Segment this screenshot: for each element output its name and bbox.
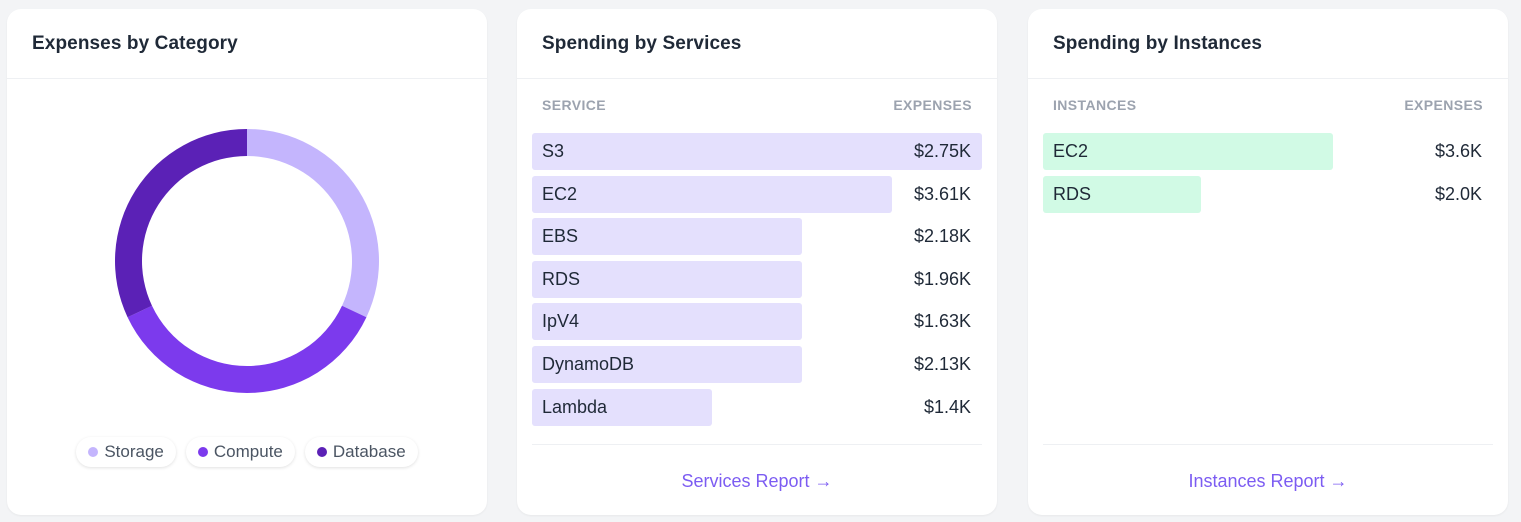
- column-headers: INSTANCES EXPENSES: [1053, 97, 1483, 113]
- list-item[interactable]: EC2 $3.6K: [1043, 133, 1493, 170]
- bar-fill: [1043, 175, 1201, 213]
- list-item[interactable]: S3 $2.75K: [532, 133, 982, 170]
- row-label: S3: [542, 141, 565, 161]
- row-label: IpV4: [542, 311, 580, 332]
- list-item[interactable]: EBS $2.18K: [532, 218, 982, 256]
- column-header-expenses: EXPENSES: [1404, 97, 1483, 113]
- spending-by-instances-card: Spending by Instances INSTANCES EXPENSES…: [1028, 9, 1508, 515]
- legend-dot-storage: [88, 447, 99, 457]
- bar-fill: [532, 345, 802, 383]
- card-header: Expenses by Category: [7, 9, 487, 79]
- row-label: RDS: [1053, 183, 1092, 204]
- row-value: $1.4K: [923, 396, 971, 417]
- column-header-service: SERVICE: [542, 97, 607, 113]
- row-value: $1.96K: [913, 268, 971, 289]
- card-header: Spending by Instances: [1028, 9, 1508, 79]
- bar-fill: [532, 218, 802, 256]
- card-title: Spending by Instances: [1053, 33, 1263, 54]
- card-title: Spending by Services: [542, 33, 742, 54]
- row-label: EBS: [542, 226, 579, 247]
- legend-item-compute[interactable]: Compute: [185, 437, 295, 467]
- legend-item-database[interactable]: Database: [304, 437, 418, 467]
- divider: [1043, 444, 1493, 445]
- legend-dot-compute: [197, 447, 208, 457]
- legend-label: Storage: [104, 442, 164, 461]
- chart-legend: Storage Compute Database: [7, 437, 487, 467]
- row-label: Lambda: [542, 396, 608, 417]
- donut-chart-svg: [114, 129, 379, 393]
- list-item[interactable]: DynamoDB $2.13K: [532, 345, 982, 383]
- column-header-expenses: EXPENSES: [893, 97, 972, 113]
- legend-item-storage[interactable]: Storage: [76, 437, 176, 467]
- bar-fill: [532, 260, 802, 298]
- donut-slice-compute[interactable]: [127, 305, 367, 393]
- card-header: Spending by Services: [517, 9, 997, 79]
- donut-slice-database[interactable]: [114, 129, 247, 318]
- row-value: $2.13K: [913, 353, 971, 374]
- bar-fill: [1043, 133, 1334, 170]
- bar-fill: [532, 133, 982, 170]
- services-report-link[interactable]: Services Report →: [681, 471, 833, 491]
- row-value: $3.61K: [913, 183, 971, 204]
- list-item[interactable]: IpV4 $1.63K: [532, 303, 982, 341]
- card-title: Expenses by Category: [32, 33, 238, 54]
- row-label: EC2: [542, 183, 578, 204]
- row-label: EC2: [1053, 141, 1089, 161]
- list-item[interactable]: Lambda $1.4K: [532, 388, 982, 426]
- legend-label: Compute: [213, 442, 283, 461]
- list-item[interactable]: RDS $1.96K: [532, 260, 982, 298]
- spending-by-services-card: Spending by Services SERVICE EXPENSES S3…: [517, 9, 997, 515]
- bar-fill: [532, 388, 712, 426]
- bar-fill: [532, 303, 802, 341]
- list-item[interactable]: RDS $2.0K: [1043, 175, 1493, 213]
- row-label: RDS: [542, 268, 581, 289]
- row-label: DynamoDB: [542, 353, 635, 374]
- divider: [532, 444, 982, 445]
- row-value: $3.6K: [1434, 141, 1482, 161]
- legend-dot-database: [316, 447, 327, 457]
- column-headers: SERVICE EXPENSES: [542, 97, 972, 113]
- bar-fill: [532, 175, 892, 213]
- donut-chart: [7, 79, 487, 419]
- legend-label: Database: [332, 442, 406, 461]
- list-item[interactable]: EC2 $3.61K: [532, 175, 982, 213]
- services-list: S3 $2.75K EC2 $3.61K EBS $2.18K RDS $1.9…: [532, 133, 982, 431]
- expenses-by-category-card: Expenses by Category Storage Compute Dat…: [7, 9, 487, 515]
- row-value: $1.63K: [913, 311, 971, 332]
- instances-list: EC2 $3.6K RDS $2.0K: [1043, 133, 1493, 218]
- instances-report-link[interactable]: Instances Report →: [1188, 471, 1348, 491]
- row-value: $2.18K: [913, 226, 971, 247]
- row-value: $2.75K: [913, 141, 971, 161]
- column-header-instances: INSTANCES: [1053, 97, 1137, 113]
- row-value: $2.0K: [1434, 183, 1482, 204]
- donut-slice-storage[interactable]: [247, 129, 379, 318]
